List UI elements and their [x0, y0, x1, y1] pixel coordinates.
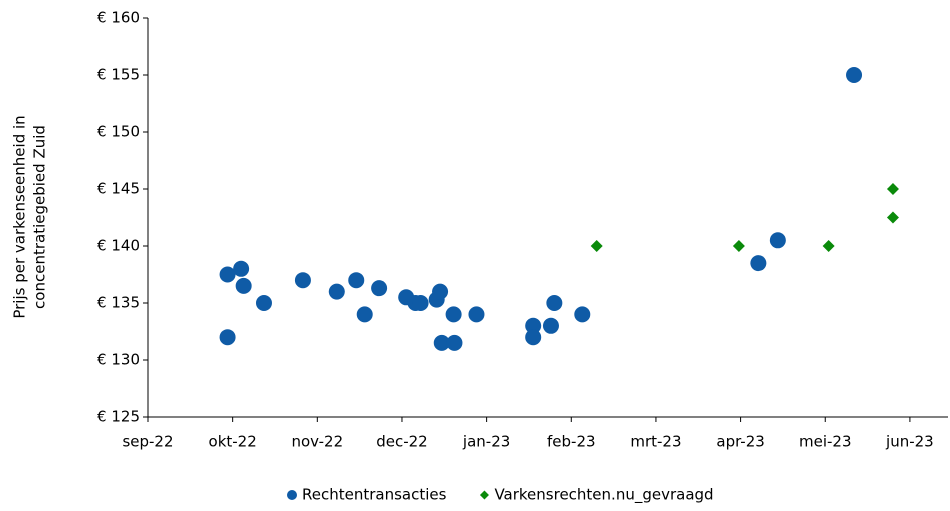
- point: [219, 329, 236, 346]
- x-tick-label: jan-23: [462, 433, 510, 451]
- x-tick-label: mrt-23: [630, 433, 681, 451]
- x-tick-label: dec-22: [376, 433, 428, 451]
- y-tick-label: € 125: [97, 408, 140, 426]
- legend-label: Rechtentransacties: [302, 486, 447, 504]
- point: [590, 240, 603, 252]
- point: [348, 272, 365, 289]
- point: [846, 67, 863, 83]
- point: [886, 211, 899, 224]
- x-tick-label: jun-23: [885, 433, 934, 451]
- y-tick-label: € 155: [97, 66, 140, 84]
- x-tick-label: nov-22: [291, 433, 343, 451]
- point: [233, 260, 250, 277]
- y-tick-label: € 135: [97, 294, 140, 312]
- legend-marker: [287, 490, 297, 500]
- y-tick-label: € 145: [97, 180, 140, 198]
- point: [294, 272, 311, 289]
- point: [219, 266, 236, 283]
- y-axis-label: concentratiegebied Zuid: [31, 125, 49, 309]
- point: [356, 306, 373, 323]
- legend-marker: [479, 490, 489, 500]
- point: [822, 240, 835, 252]
- x-tick-label: mei-23: [799, 433, 852, 451]
- legend-label: Varkensrechten.nu_gevraagd: [494, 486, 713, 505]
- x-tick-label: okt-22: [209, 433, 257, 451]
- point: [328, 283, 345, 300]
- point: [235, 277, 252, 294]
- point: [525, 329, 542, 346]
- point: [542, 317, 559, 334]
- point: [769, 232, 786, 249]
- point: [412, 295, 429, 311]
- point: [445, 306, 462, 323]
- point: [446, 334, 463, 351]
- point: [525, 317, 542, 334]
- y-tick-label: € 140: [97, 237, 140, 255]
- point: [432, 283, 449, 300]
- y-axis-label: Prijs per varkenseenheid in: [11, 115, 29, 318]
- x-tick-label: feb-23: [547, 433, 596, 451]
- point: [732, 240, 745, 252]
- point: [468, 306, 485, 323]
- x-tick-label: apr-23: [716, 433, 764, 451]
- point: [546, 295, 563, 311]
- point: [886, 183, 899, 195]
- point: [750, 255, 767, 272]
- point: [371, 280, 388, 297]
- y-tick-label: € 160: [97, 9, 140, 27]
- y-tick-label: € 130: [97, 351, 140, 369]
- point: [433, 334, 450, 351]
- point: [574, 306, 591, 323]
- point: [255, 295, 272, 311]
- y-tick-label: € 150: [97, 123, 140, 141]
- x-tick-label: sep-22: [122, 433, 173, 451]
